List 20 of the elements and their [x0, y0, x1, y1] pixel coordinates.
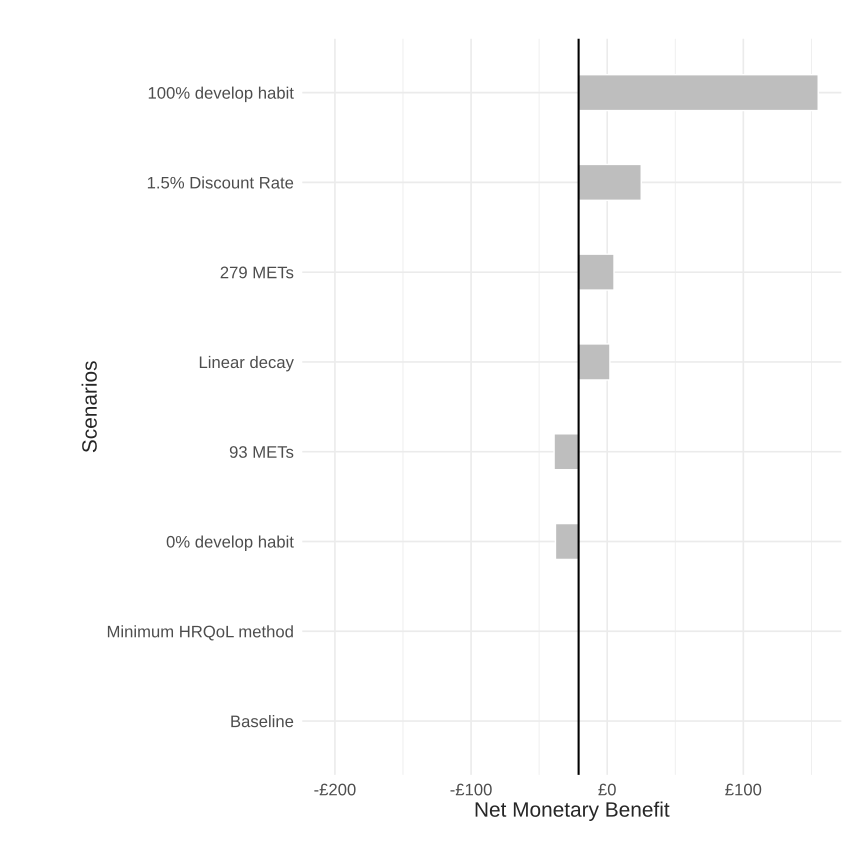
x-tick-label: £100 — [725, 784, 762, 796]
bar — [578, 343, 611, 381]
y-tick-label: 279 METs — [220, 266, 294, 278]
y-axis-title: Scenarios — [82, 361, 97, 452]
y-tick-label: 0% develop habit — [166, 535, 294, 551]
y-tick-label: 100% develop habit — [148, 86, 294, 102]
x-tick-label: -£200 — [314, 784, 356, 796]
bar — [578, 254, 615, 291]
bar — [554, 522, 580, 560]
y-tick-label: Baseline — [231, 714, 294, 728]
x-tick-label: £0 — [598, 784, 616, 796]
bar — [578, 74, 819, 112]
y-tick-label: Minimum HRQoL method — [108, 625, 293, 640]
x-axis-title: Net Monetary Benefit — [476, 802, 670, 821]
y-tick-label: 93 METs — [230, 446, 294, 458]
x-tick-label: -£100 — [450, 784, 492, 796]
bar — [553, 433, 580, 470]
bar — [578, 164, 642, 202]
y-tick-label: 1.5% Discount Rate — [148, 176, 294, 189]
y-tick-label: Linear decay — [200, 356, 294, 372]
